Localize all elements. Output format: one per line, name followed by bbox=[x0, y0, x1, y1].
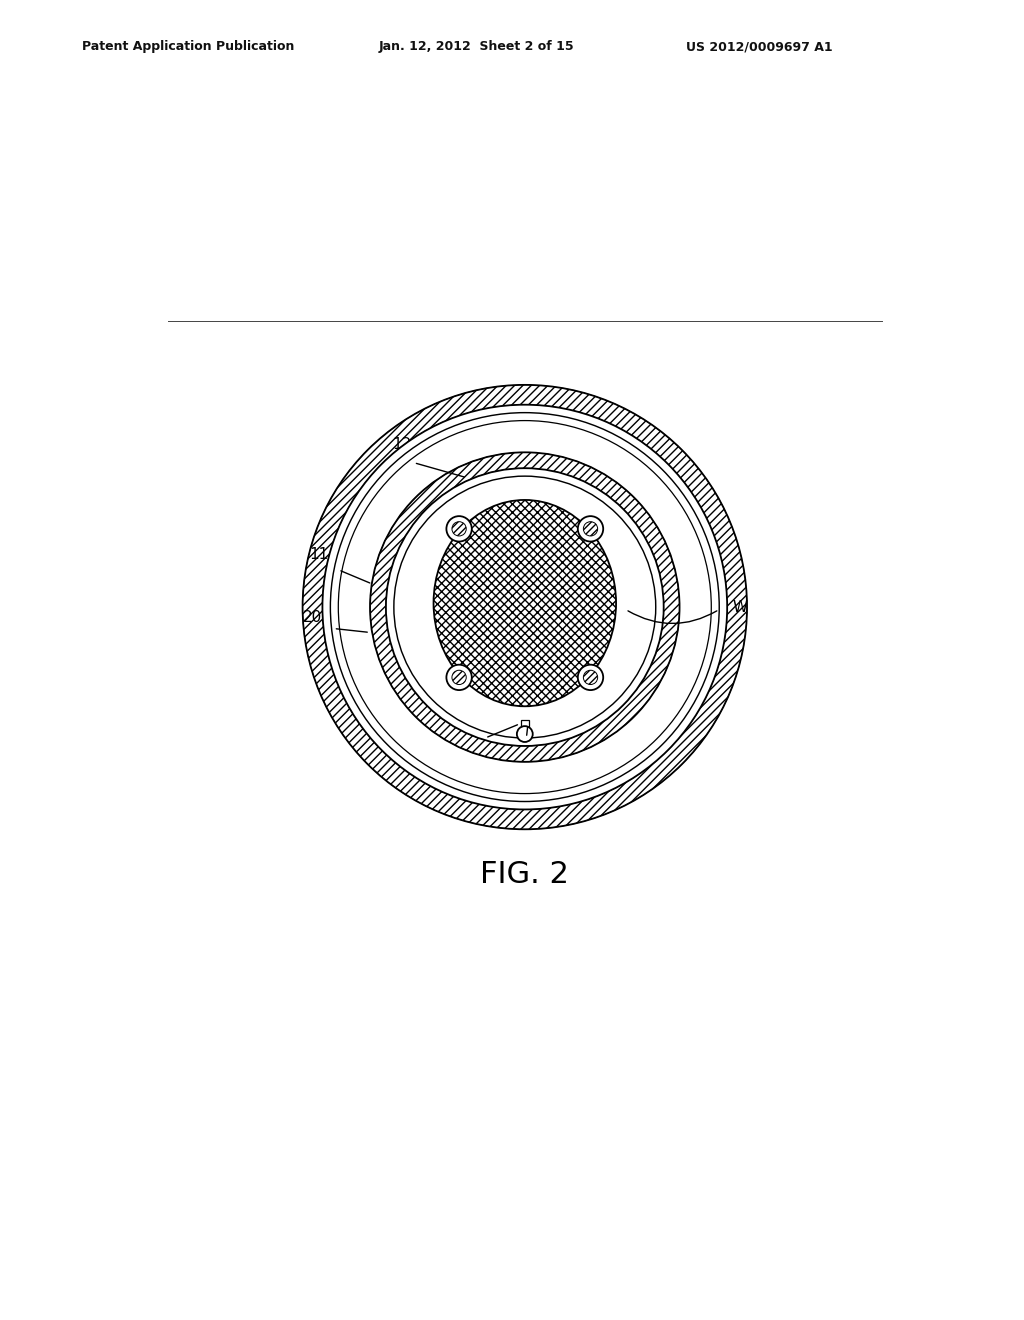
Circle shape bbox=[584, 671, 598, 685]
Text: 20: 20 bbox=[302, 610, 322, 624]
Text: FIG. 2: FIG. 2 bbox=[480, 861, 569, 890]
Circle shape bbox=[370, 453, 680, 762]
Circle shape bbox=[584, 521, 598, 536]
Circle shape bbox=[517, 726, 532, 742]
Text: 33: 33 bbox=[540, 751, 559, 766]
Text: 12: 12 bbox=[392, 437, 412, 453]
Text: Patent Application Publication: Patent Application Publication bbox=[82, 40, 294, 53]
Circle shape bbox=[452, 671, 466, 685]
Text: 11: 11 bbox=[309, 546, 328, 562]
Text: US 2012/0009697 A1: US 2012/0009697 A1 bbox=[686, 40, 833, 53]
Ellipse shape bbox=[433, 500, 616, 706]
Circle shape bbox=[578, 516, 603, 541]
Circle shape bbox=[446, 516, 472, 541]
Circle shape bbox=[302, 385, 748, 829]
Circle shape bbox=[446, 665, 472, 690]
Circle shape bbox=[394, 477, 655, 738]
Text: Jan. 12, 2012  Sheet 2 of 15: Jan. 12, 2012 Sheet 2 of 15 bbox=[379, 40, 574, 53]
Circle shape bbox=[323, 405, 727, 809]
Ellipse shape bbox=[433, 500, 616, 706]
Circle shape bbox=[331, 413, 719, 801]
Circle shape bbox=[338, 421, 712, 793]
Text: 30: 30 bbox=[464, 751, 483, 766]
Circle shape bbox=[452, 521, 466, 536]
Circle shape bbox=[386, 469, 664, 746]
Text: W: W bbox=[733, 599, 748, 615]
Bar bbox=[521, 719, 528, 727]
Circle shape bbox=[578, 665, 603, 690]
